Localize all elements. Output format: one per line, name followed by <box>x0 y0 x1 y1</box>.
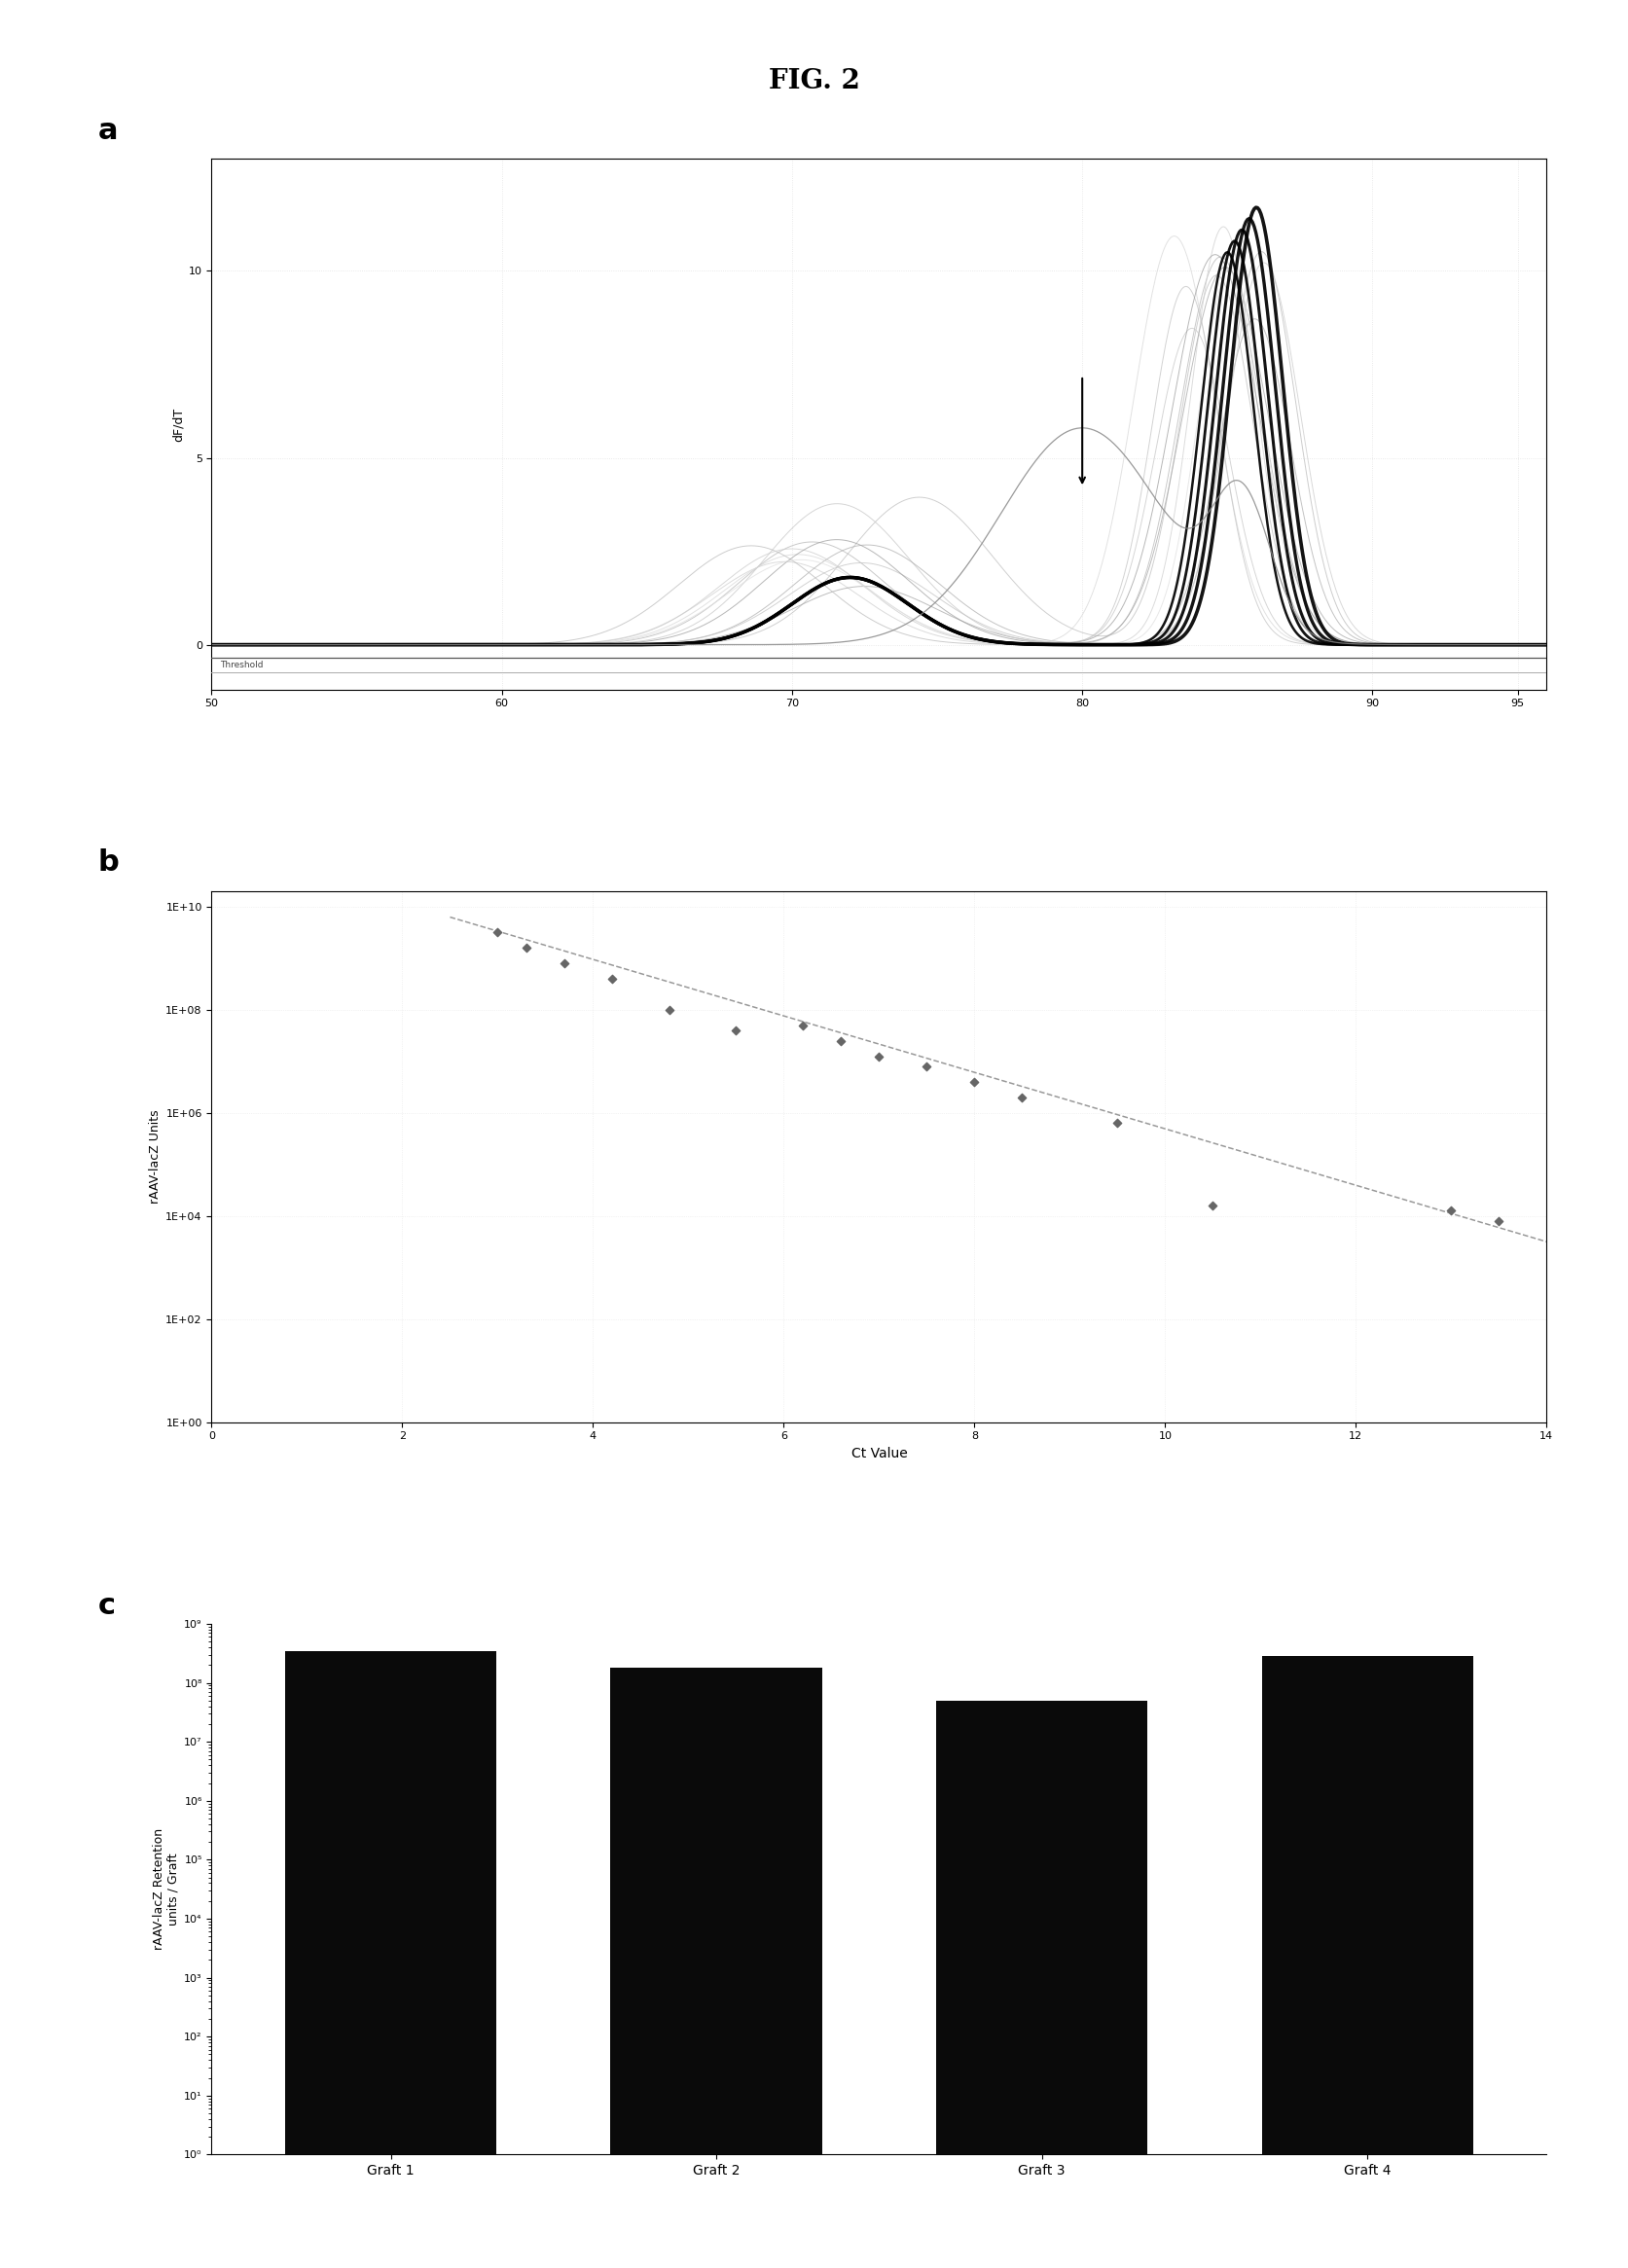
Point <box>1009 1080 1035 1116</box>
Point <box>552 946 578 982</box>
Point <box>723 1012 749 1048</box>
Text: Threshold: Threshold <box>220 660 264 669</box>
Point <box>913 1048 939 1084</box>
Point <box>790 1007 816 1043</box>
Bar <box>610 1667 822 2268</box>
Point <box>513 930 539 966</box>
Text: b: b <box>98 848 119 878</box>
X-axis label: Ct Value: Ct Value <box>851 1447 907 1461</box>
Point <box>866 1039 892 1075</box>
Text: FIG. 2: FIG. 2 <box>768 68 860 95</box>
Point <box>1486 1202 1512 1238</box>
Point <box>1104 1105 1130 1141</box>
Y-axis label: dF/dT: dF/dT <box>173 406 184 442</box>
Point <box>829 1023 855 1059</box>
Point <box>599 962 625 998</box>
Bar <box>285 1651 497 2268</box>
Point <box>656 991 682 1027</box>
Point <box>485 914 511 950</box>
Y-axis label: rAAV-lacZ Retention
units / Graft: rAAV-lacZ Retention units / Graft <box>153 1828 181 1950</box>
Point <box>962 1064 988 1100</box>
Bar <box>1262 1656 1473 2268</box>
Point <box>1200 1188 1226 1225</box>
Bar <box>936 1701 1148 2268</box>
Point <box>1438 1193 1464 1229</box>
Y-axis label: rAAV-lacZ Units: rAAV-lacZ Units <box>150 1109 161 1204</box>
Text: a: a <box>98 116 119 145</box>
Text: c: c <box>98 1592 116 1619</box>
